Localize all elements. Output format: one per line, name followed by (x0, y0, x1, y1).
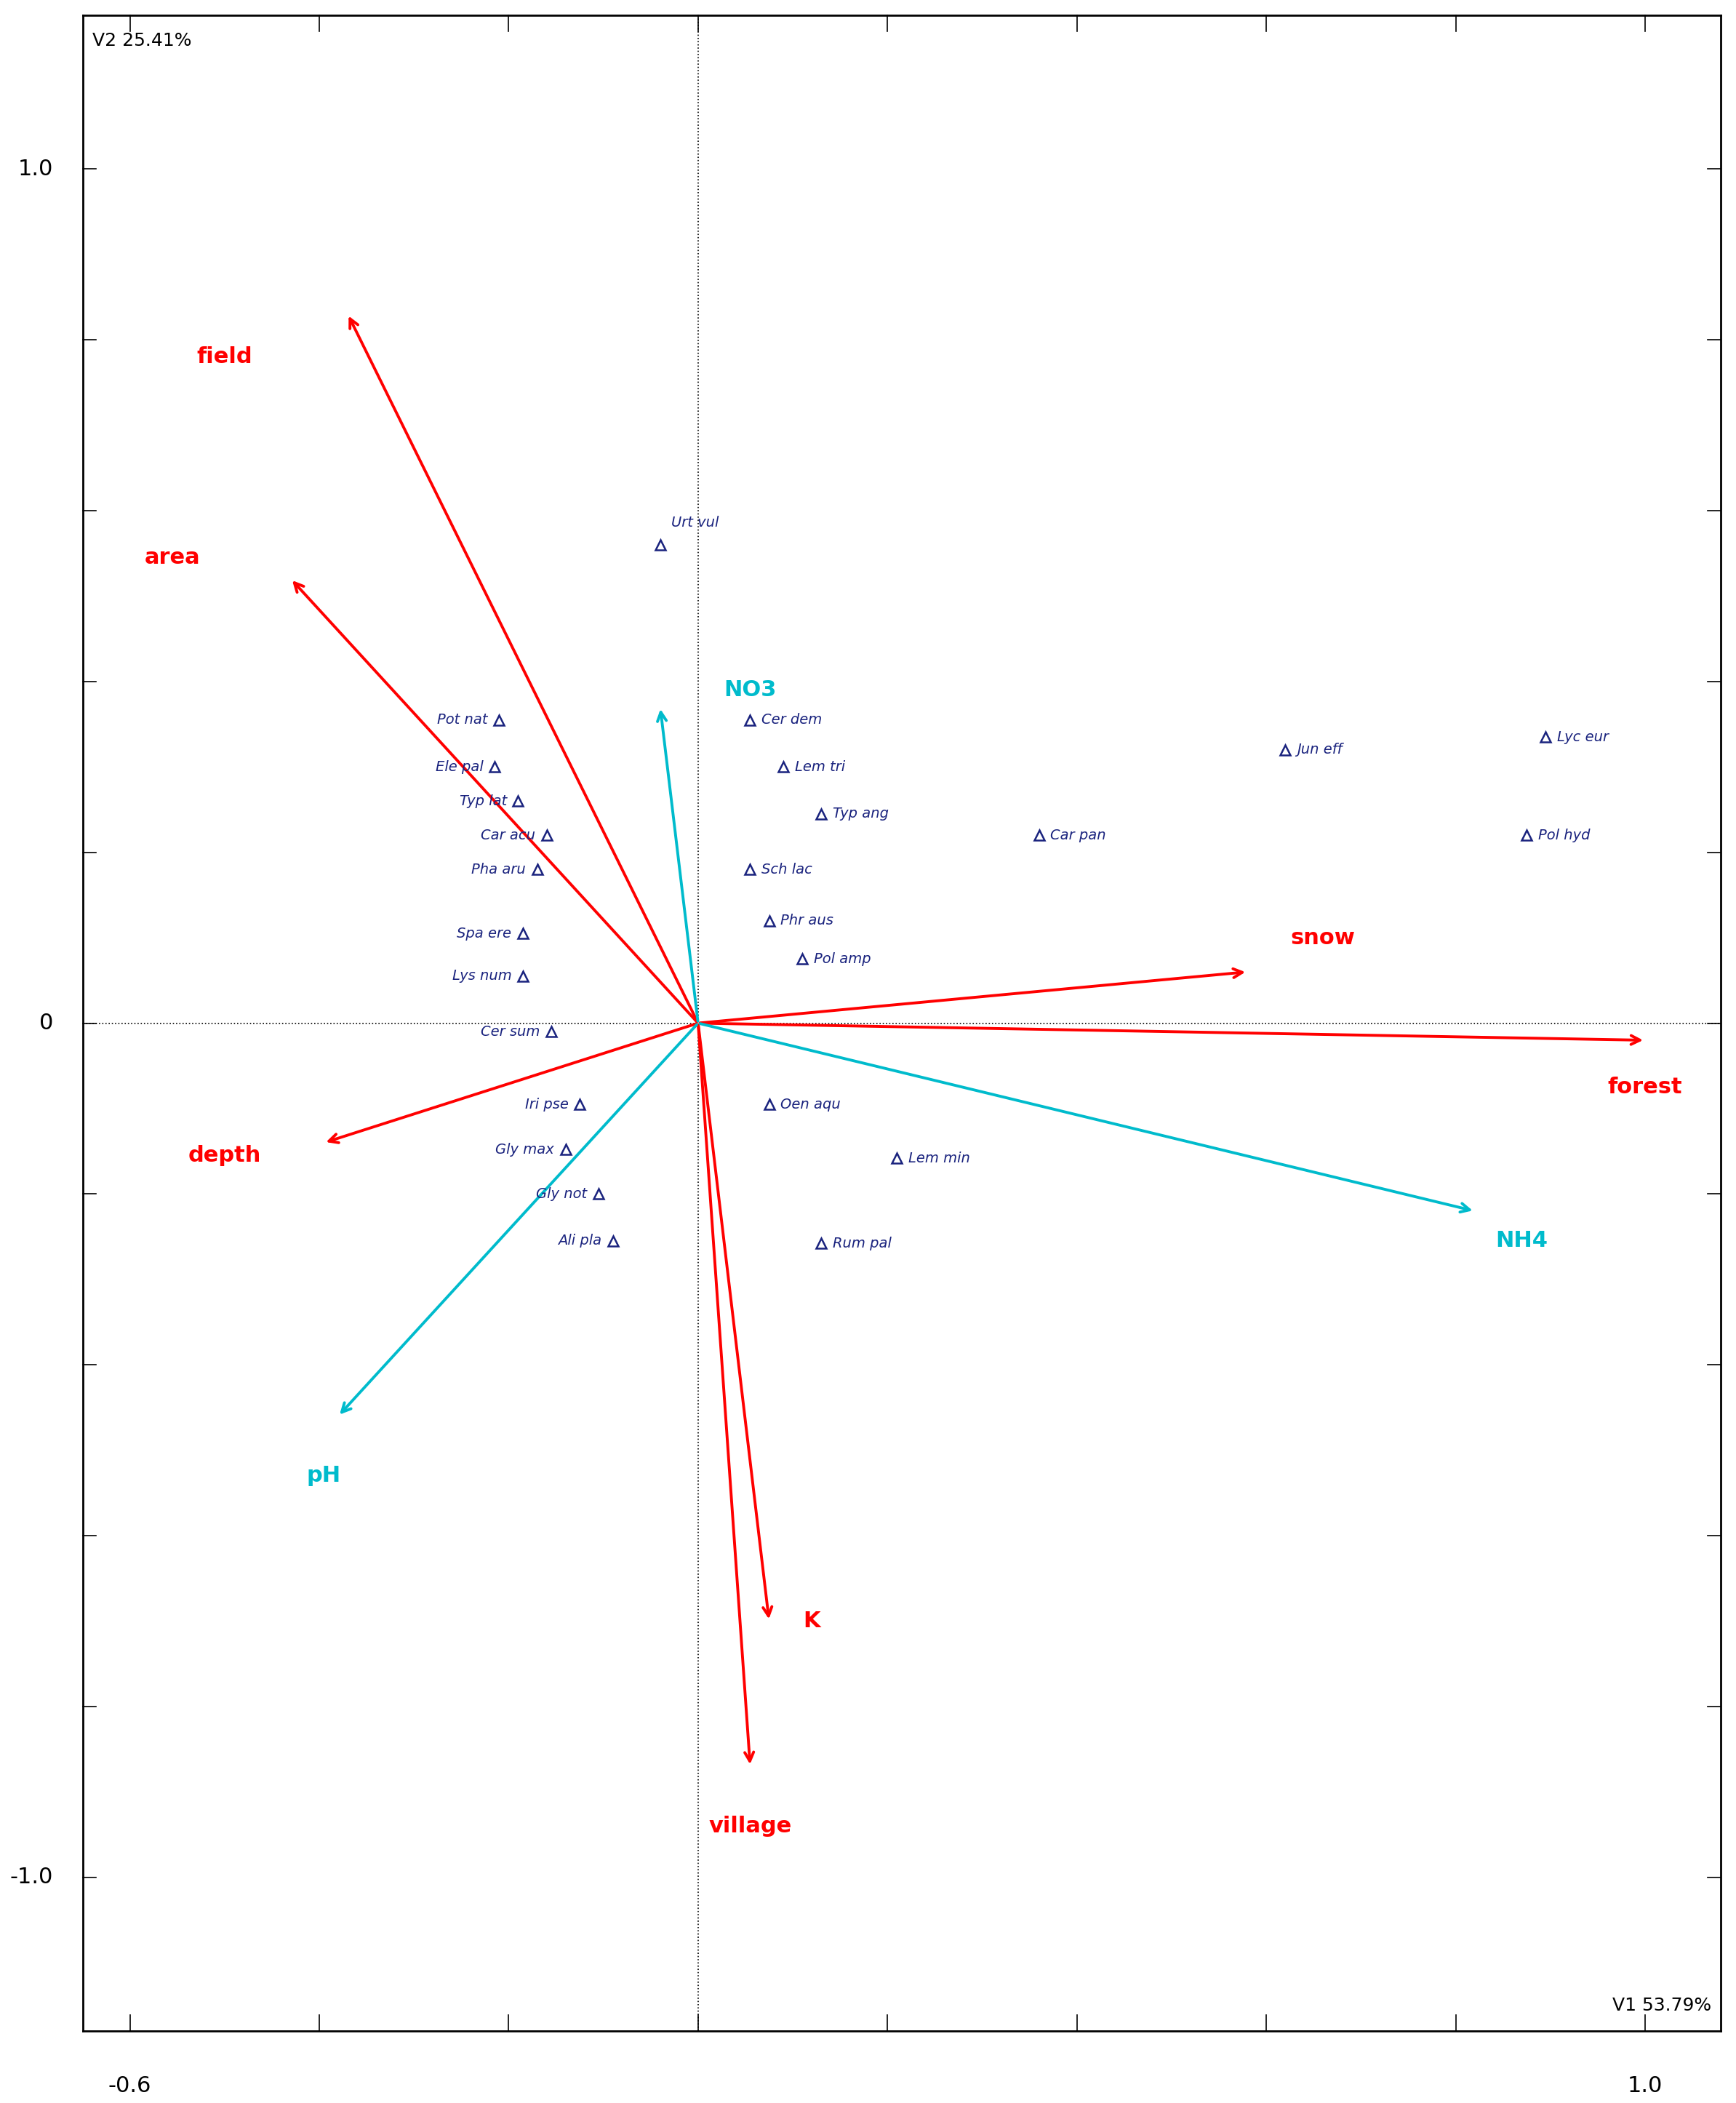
Text: Typ ang: Typ ang (833, 808, 889, 820)
Text: depth: depth (187, 1144, 260, 1165)
Text: Ali pla: Ali pla (557, 1234, 601, 1247)
Text: Iri pse: Iri pse (524, 1098, 568, 1110)
Text: Gly max: Gly max (495, 1142, 554, 1157)
Text: Lys num: Lys num (451, 969, 512, 982)
Text: -0.6: -0.6 (108, 2076, 151, 2097)
Text: Cer sum: Cer sum (481, 1024, 540, 1039)
Text: area: area (144, 547, 200, 568)
Text: Pha aru: Pha aru (472, 862, 526, 877)
Text: Urt vul: Urt vul (672, 515, 719, 530)
Text: forest: forest (1608, 1077, 1682, 1098)
Text: V1 53.79%: V1 53.79% (1613, 1996, 1712, 2015)
Text: Rum pal: Rum pal (833, 1237, 891, 1251)
Text: NH4: NH4 (1496, 1230, 1549, 1251)
Text: Jun eff: Jun eff (1297, 742, 1342, 757)
Text: field: field (196, 347, 252, 368)
Text: 1.0: 1.0 (17, 158, 54, 179)
Text: Lem tri: Lem tri (795, 759, 845, 774)
Text: 0: 0 (38, 1012, 54, 1035)
Text: Car acu: Car acu (481, 829, 535, 841)
Text: 1.0: 1.0 (1627, 2076, 1663, 2097)
Text: Oen aqu: Oen aqu (781, 1098, 840, 1110)
Text: Lyc eur: Lyc eur (1557, 730, 1609, 744)
Text: Cer dem: Cer dem (762, 713, 823, 728)
Text: Phr aus: Phr aus (781, 913, 833, 927)
Text: Pol hyd: Pol hyd (1538, 829, 1590, 841)
Text: Sch lac: Sch lac (762, 862, 812, 877)
Text: NO3: NO3 (724, 679, 776, 700)
Text: -1.0: -1.0 (10, 1867, 54, 1888)
Text: snow: snow (1292, 927, 1356, 948)
Text: Lem min: Lem min (908, 1150, 970, 1165)
Text: Pol amp: Pol amp (814, 953, 871, 965)
Text: Typ lat: Typ lat (460, 795, 507, 808)
Text: K: K (804, 1611, 821, 1632)
Text: V2 25.41%: V2 25.41% (92, 32, 191, 50)
Text: village: village (708, 1815, 792, 1836)
Text: Spa ere: Spa ere (457, 927, 512, 940)
Text: Car pan: Car pan (1050, 829, 1106, 841)
Text: pH: pH (307, 1466, 342, 1487)
Text: Pot nat: Pot nat (437, 713, 488, 728)
Text: Ele pal: Ele pal (436, 759, 483, 774)
Text: Gly not: Gly not (536, 1186, 587, 1201)
